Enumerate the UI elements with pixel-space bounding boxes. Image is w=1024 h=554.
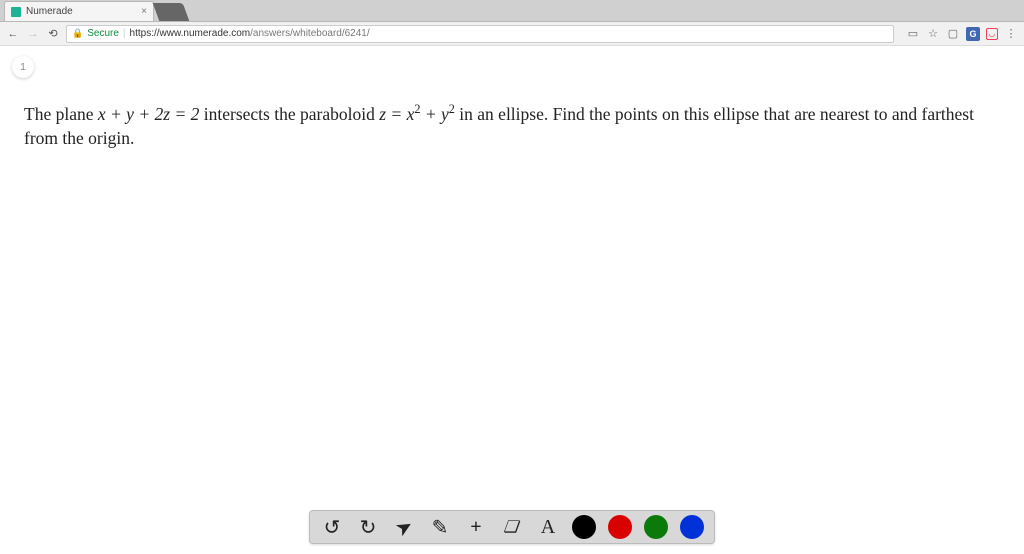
tab-strip: Numerade ×	[0, 0, 1024, 22]
url-input[interactable]: 🔒 Secure | https://www.numerade.com/answ…	[66, 25, 894, 43]
inactive-tab-shadow	[153, 3, 190, 21]
text-tool-button[interactable]: A	[536, 515, 560, 539]
eraser-button[interactable]: ❏	[496, 515, 529, 539]
forward-button[interactable]: →	[26, 27, 40, 41]
url-separator: |	[123, 28, 126, 39]
undo-icon: ↺	[324, 515, 341, 540]
pencil-button[interactable]: ✎	[428, 515, 452, 539]
reload-button[interactable]: ⟲	[46, 27, 60, 41]
bookmark-star-icon[interactable]: ☆	[926, 27, 940, 41]
problem-part: The plane	[24, 104, 98, 124]
equation-plane: x + y + 2z = 2	[98, 104, 200, 124]
eraser-icon: ❏	[501, 517, 523, 537]
lock-icon: 🔒	[72, 28, 83, 39]
tab-close-icon[interactable]: ×	[141, 6, 147, 17]
secure-label: Secure	[87, 28, 119, 39]
browser-right-icons: ▭ ☆ ▢ G ◡ ⋮	[906, 27, 1018, 41]
step-number: 1	[20, 62, 26, 73]
tab-title: Numerade	[26, 6, 73, 17]
browser-tab[interactable]: Numerade ×	[4, 1, 154, 21]
step-badge[interactable]: 1	[12, 56, 34, 78]
color-green-button[interactable]	[644, 515, 668, 539]
page-content: 1 The plane x + y + 2z = 2 intersects th…	[0, 46, 1024, 554]
color-red-button[interactable]	[608, 515, 632, 539]
url-text: https://www.numerade.com/answers/whitebo…	[130, 28, 370, 39]
color-blue-button[interactable]	[680, 515, 704, 539]
redo-button[interactable]: ↻	[356, 515, 380, 539]
cast-icon[interactable]: ▭	[906, 27, 920, 41]
favicon-icon	[11, 7, 21, 17]
problem-part: intersects the paraboloid	[199, 104, 379, 124]
redo-icon: ↻	[360, 515, 377, 540]
pointer-button[interactable]: ➤	[388, 511, 421, 544]
problem-text: The plane x + y + 2z = 2 intersects the …	[0, 56, 1024, 151]
browser-window: Numerade × ← → ⟲ 🔒 Secure | https://www.…	[0, 0, 1024, 554]
color-black-button[interactable]	[572, 515, 596, 539]
plus-icon: +	[470, 516, 481, 539]
plus-button[interactable]: +	[464, 515, 488, 539]
extension-icon[interactable]: ▢	[946, 27, 960, 41]
pointer-icon: ➤	[390, 512, 417, 542]
pencil-icon: ✎	[432, 515, 449, 540]
undo-button[interactable]: ↺	[320, 515, 344, 539]
whiteboard-toolbar: ↺ ↻ ➤ ✎ + ❏ A	[309, 510, 715, 544]
menu-icon[interactable]: ⋮	[1004, 27, 1018, 41]
pocket-icon[interactable]: ◡	[986, 28, 998, 40]
grammarly-icon[interactable]: G	[966, 27, 980, 41]
equation-paraboloid: z = x2 + y2	[379, 104, 455, 124]
text-icon: A	[541, 516, 555, 539]
address-bar: ← → ⟲ 🔒 Secure | https://www.numerade.co…	[0, 22, 1024, 46]
back-button[interactable]: ←	[6, 27, 20, 41]
